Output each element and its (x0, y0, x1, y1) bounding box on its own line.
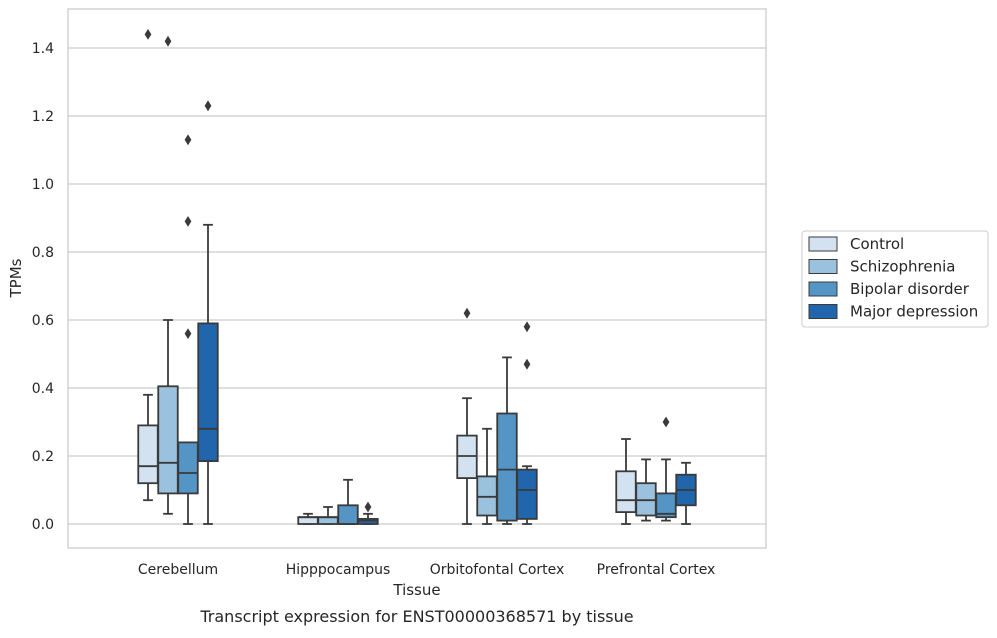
outlier-point (662, 416, 670, 428)
legend-swatch (808, 281, 838, 297)
legend-items: Control Schizophrenia Bipolar disorder Majo… (808, 235, 978, 321)
box-group (456, 307, 478, 525)
box-group (137, 29, 159, 502)
legend-label: Major depression (850, 303, 978, 321)
outlier-point (364, 501, 372, 513)
box-body (615, 470, 637, 513)
x-tick-label: Orbitofontal Cortex (430, 562, 565, 578)
box-body (496, 412, 518, 522)
y-tick-label: 0.4 (32, 381, 54, 397)
box-group (675, 461, 697, 525)
plot-frame (67, 8, 767, 549)
outlier-point (184, 134, 192, 146)
box-body (177, 441, 199, 495)
boxes-layer (137, 29, 697, 525)
box-group (317, 506, 339, 525)
box-body (157, 385, 179, 495)
box-body (297, 516, 319, 525)
x-tick-label: Cerebellum (138, 562, 218, 578)
y-axis-label: TPMs (7, 258, 25, 298)
box-group (157, 35, 179, 515)
legend-swatch (808, 304, 838, 319)
box-group (357, 501, 379, 525)
box-group (635, 458, 657, 522)
y-tick-label: 0.0 (32, 517, 54, 533)
box-body (197, 322, 219, 462)
x-tick-labels: Cerebellum Hipppocampus Orbitofontal Corte… (138, 562, 715, 578)
y-tick-label: 1.0 (32, 177, 54, 193)
legend-label: Control (850, 235, 904, 253)
legend-swatch (808, 236, 838, 252)
outlier-point (144, 29, 152, 40)
box-group (197, 100, 219, 525)
outlier-point (184, 216, 192, 227)
y-tick-label: 0.8 (32, 245, 54, 261)
box-group (615, 438, 637, 525)
outlier-point (523, 321, 531, 333)
box-body (137, 424, 159, 485)
y-tick-label: 1.4 (32, 41, 54, 57)
box-group (496, 356, 518, 525)
y-tick-labels: 0.0 0.2 0.4 0.6 0.8 1.0 1.2 1.4 (32, 41, 54, 533)
box-group (297, 512, 319, 525)
x-axis-label: Tissue (392, 581, 440, 599)
box-group (177, 134, 199, 525)
box-body (317, 516, 339, 525)
outlier-point (204, 100, 212, 112)
box-group (337, 478, 359, 525)
outlier-point (463, 307, 471, 319)
box-group (655, 416, 677, 522)
chart-caption: Transcript expression for ENST0000036857… (199, 607, 633, 626)
legend-label: Schizophrenia (850, 258, 955, 276)
y-tick-label: 0.2 (32, 449, 54, 465)
box-group (476, 427, 498, 525)
legend-label: Bipolar disorder (850, 280, 970, 298)
y-tick-label: 0.6 (32, 313, 54, 329)
outlier-point (184, 328, 192, 339)
legend: Control Schizophrenia Bipolar disorder Majo… (801, 230, 989, 328)
x-tick-label: Prefrontal Cortex (597, 562, 716, 578)
box-body (337, 504, 359, 525)
legend-swatch (808, 259, 838, 274)
x-tick-label: Hipppocampus (286, 562, 391, 578)
outlier-point (523, 358, 531, 370)
outlier-point (164, 35, 172, 47)
box-group (516, 321, 538, 525)
legend-frame (801, 230, 989, 328)
box-body (516, 468, 538, 520)
y-tick-label: 1.2 (32, 109, 54, 125)
